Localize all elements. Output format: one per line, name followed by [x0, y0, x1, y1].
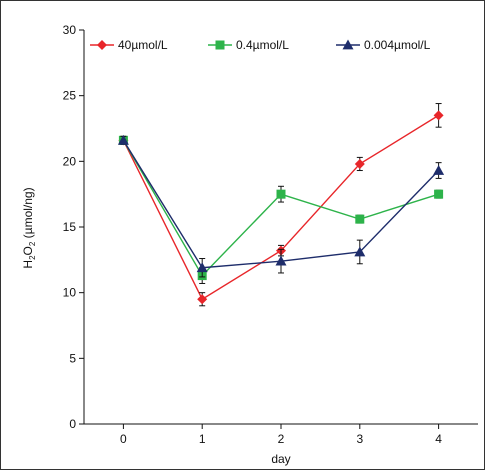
- triangle-marker: [433, 165, 445, 175]
- diamond-marker: [97, 40, 107, 50]
- y-label-o: O: [21, 246, 35, 255]
- x-axis-label: day: [271, 452, 290, 466]
- diamond-marker: [197, 294, 208, 305]
- y-label-sub2: 2: [28, 241, 37, 246]
- legend: 40µmol/L 0.4µmol/L 0.004µmol/L: [90, 38, 431, 52]
- y-tick-label: 0: [69, 417, 76, 431]
- y-tick-label: 30: [63, 23, 77, 37]
- square-marker: [276, 189, 286, 199]
- square-marker: [355, 214, 365, 224]
- y-tick-label: 25: [63, 89, 77, 103]
- y-label-sub1: 2: [28, 255, 37, 260]
- legend-item-1: 40µmol/L: [90, 38, 168, 52]
- y-tick-label: 10: [63, 286, 77, 300]
- diamond-marker: [354, 158, 365, 169]
- y-label-h: H: [21, 260, 35, 269]
- x-tick-label: 2: [278, 432, 285, 446]
- series-3: [117, 134, 445, 278]
- legend-label: 0.004µmol/L: [364, 38, 431, 52]
- x-tick-label: 1: [199, 432, 206, 446]
- y-tick-label: 15: [63, 220, 77, 234]
- square-marker: [434, 189, 444, 199]
- square-marker: [215, 40, 225, 50]
- x-tick-label: 0: [120, 432, 127, 446]
- triangle-marker: [275, 255, 287, 266]
- series-1: [118, 103, 444, 307]
- y-tick-label: 20: [63, 154, 77, 168]
- diamond-marker: [433, 110, 444, 121]
- x-ticks: 0 1 2 3 4: [120, 424, 442, 446]
- x-tick-label: 3: [356, 432, 363, 446]
- legend-label: 0.4µmol/L: [236, 38, 289, 52]
- legend-item-3: 0.004µmol/L: [336, 38, 431, 52]
- y-label-rest: (µmol/ng): [21, 187, 35, 241]
- triangle-marker: [117, 134, 129, 145]
- legend-label: 40µmol/L: [118, 38, 168, 52]
- axes: [83, 30, 478, 425]
- series-group: [117, 103, 445, 307]
- x-tick-label: 4: [435, 432, 442, 446]
- y-ticks: 0 5 10 15 20 25 30: [63, 23, 84, 431]
- legend-item-2: 0.4µmol/L: [208, 38, 289, 52]
- y-tick-label: 5: [69, 351, 76, 365]
- y-axis-label: H2O2 (µmol/ng): [21, 187, 37, 268]
- triangle-marker: [354, 246, 366, 257]
- triangle-marker: [196, 262, 208, 273]
- triangle-marker: [342, 39, 354, 50]
